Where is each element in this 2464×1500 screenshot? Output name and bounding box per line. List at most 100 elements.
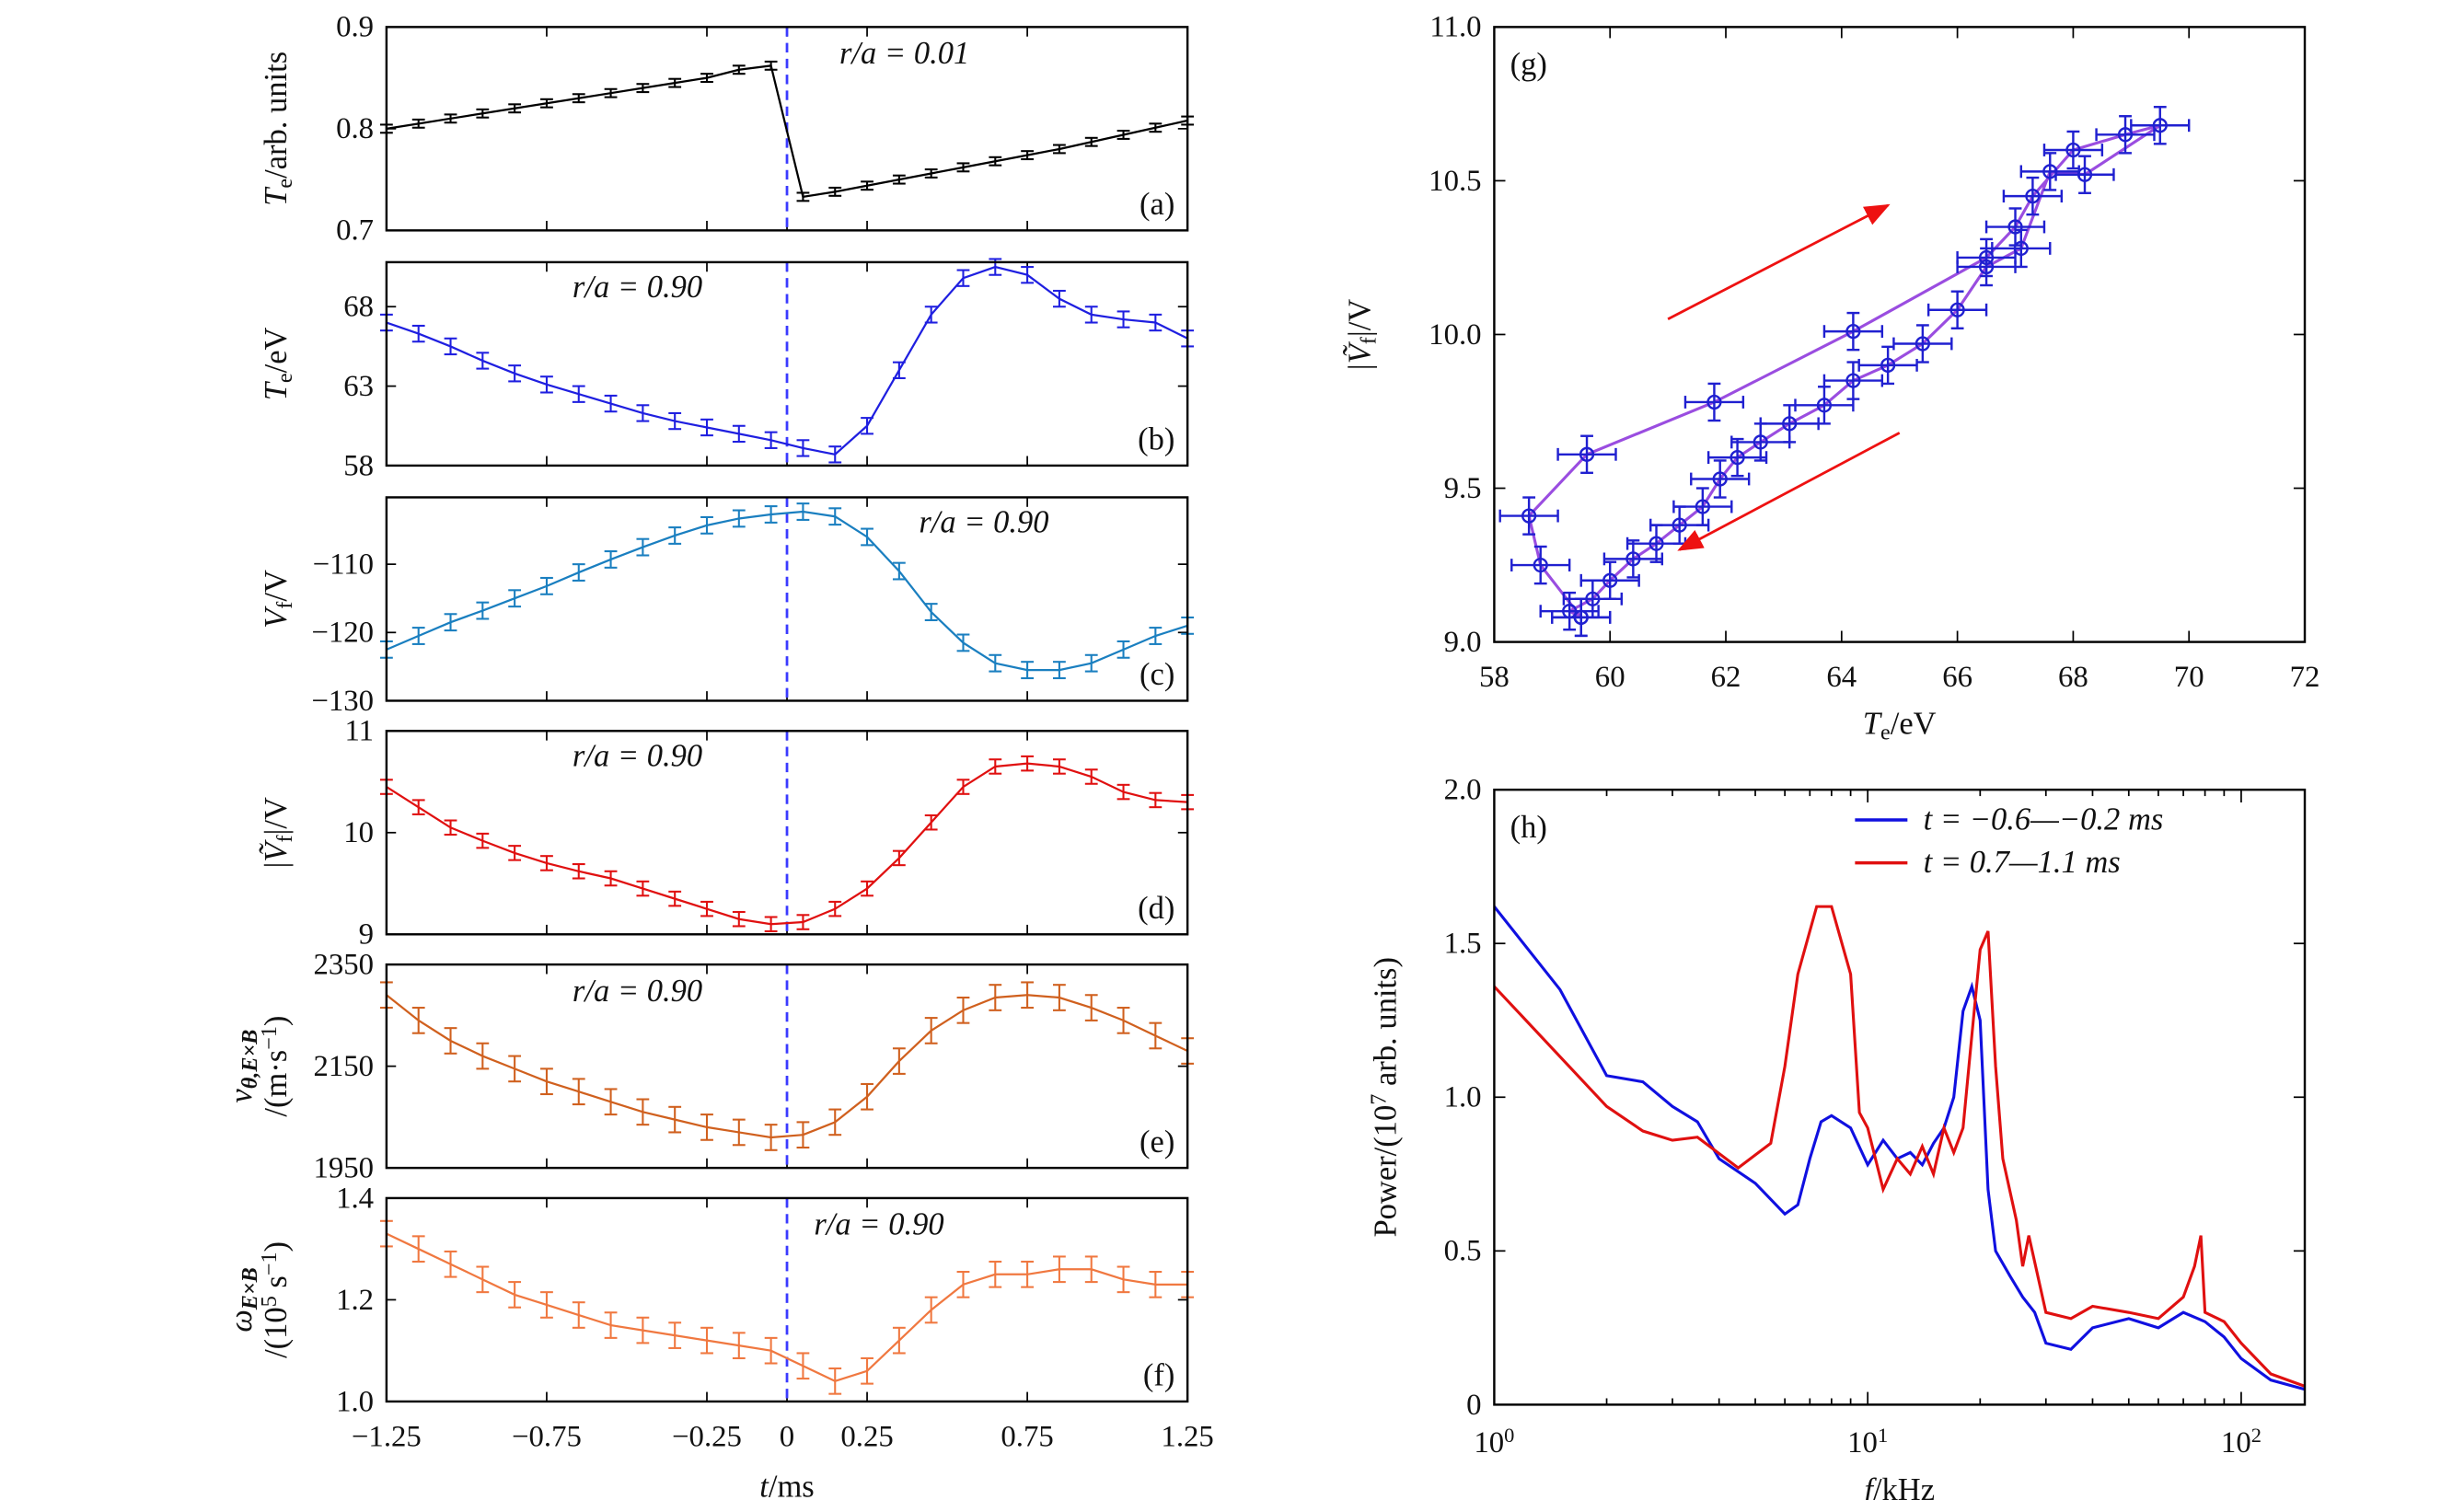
x-tick-label: 101: [1847, 1424, 1888, 1460]
label-part: /ms: [769, 1470, 815, 1500]
spectrum-line-2: [1494, 905, 2306, 1388]
radius-annotation: r/a = 0.90: [573, 738, 702, 773]
label-part: V: [259, 606, 294, 629]
label-part: E×B: [237, 1267, 262, 1310]
y-tick-label: 10.0: [1429, 318, 1481, 352]
panel-label: (b): [1138, 422, 1174, 457]
y-tick-label: 0: [1466, 1389, 1481, 1422]
y-axis-label: |Ṽf|/V: [1343, 299, 1382, 371]
panel-label: (f): [1143, 1358, 1174, 1393]
label-part: |/V: [1343, 299, 1378, 337]
y-tick-label: 9.5: [1444, 472, 1482, 505]
data-point: [2042, 164, 2058, 179]
panel-b: 58 63 68 (b) r/a = 0.90 Te/eV: [259, 258, 1195, 482]
y-tick-label: 1.4: [336, 1182, 374, 1215]
data-point: [2117, 127, 2134, 143]
data-point: [1816, 398, 1833, 413]
data-point: [1915, 336, 1930, 352]
y-tick-label: −120: [311, 617, 374, 650]
label-part: Ṽ: [1343, 340, 1378, 363]
x-tick-label: 68: [2058, 661, 2088, 694]
radius-annotation: r/a = 0.01: [839, 36, 969, 71]
label-part: |: [1343, 363, 1378, 370]
label-part: s: [259, 1275, 294, 1296]
label-part: /(10: [259, 1307, 294, 1358]
data-point: [1625, 551, 1641, 567]
panel-label: (a): [1139, 187, 1174, 222]
y-tick-label: 11.0: [1429, 11, 1481, 44]
label-part: θ,E×B: [237, 1030, 262, 1090]
panel-c: −130 −120 −110 (c) r/a = 0.90 Vf/V: [259, 496, 1195, 718]
y-axis-label: Te/arb. units: [259, 52, 297, 206]
x-axis-label: f/kHz: [1864, 1472, 1935, 1500]
label-part: /V: [259, 570, 294, 602]
y-tick-label: −110: [313, 548, 374, 581]
label-part: /kHz: [1873, 1472, 1935, 1500]
x-tick-label: −0.75: [512, 1420, 582, 1453]
series-line: [386, 510, 1188, 672]
y-axis-label: Power/(107 arb. units): [1367, 957, 1404, 1237]
label-part: f: [1357, 336, 1382, 344]
y-tick-label: 2150: [313, 1050, 374, 1083]
y-tick-label: −130: [311, 685, 374, 718]
series-line: [386, 265, 1188, 456]
data-point: [1695, 499, 1710, 514]
panel-label: (d): [1138, 891, 1174, 926]
data-point: [1706, 394, 1722, 410]
x-tick-label: 100: [1474, 1424, 1514, 1460]
x-tick-label: 72: [2290, 661, 2320, 694]
panel-label: (g): [1510, 47, 1547, 82]
x-tick-label: 0: [780, 1420, 794, 1453]
x-tick-label: 102: [2221, 1424, 2262, 1460]
data-point: [1521, 508, 1537, 524]
panel-label: (h): [1510, 810, 1547, 845]
series-line: [386, 994, 1188, 1139]
data-point: [1712, 471, 1728, 487]
y-tick-label: 0.8: [336, 112, 374, 145]
y-tick-label: 1.0: [336, 1385, 374, 1418]
plot-frame: [385, 1196, 1189, 1403]
y-tick-label: 1.0: [1444, 1081, 1482, 1114]
label-part: /eV: [1891, 707, 1937, 742]
label-part: T: [259, 186, 294, 206]
y-axis-label: Vf/V: [259, 570, 297, 629]
plot-frame: [385, 260, 1189, 467]
plot-frame: [385, 26, 1189, 232]
trajectory-line: [1527, 123, 2161, 619]
label-part: Ṽ: [259, 839, 294, 862]
radius-annotation: r/a = 0.90: [573, 974, 702, 1009]
data-point: [1845, 373, 1861, 388]
series-line: [386, 1232, 1188, 1383]
x-tick-label: 58: [1479, 661, 1510, 694]
plot-frame: [1493, 788, 2307, 1406]
x-tick-label: 1.25: [1161, 1420, 1213, 1453]
y-tick-label: 2.0: [1444, 774, 1482, 807]
label-part: −1: [257, 1026, 282, 1050]
label-part: T: [1863, 707, 1883, 742]
x-tick-label: 62: [1711, 661, 1741, 694]
y-tick-label: 0.7: [336, 214, 374, 248]
y-tick-label: 10: [343, 816, 374, 849]
panel-g: 58 60 62 64 66 68 70 72 9.0 9.5 10.0 10.5 11.0 (g) Te/…: [1343, 11, 2320, 745]
data-point: [2007, 219, 2023, 235]
y-tick-label: 1.2: [336, 1284, 374, 1317]
data-point: [1533, 557, 1548, 573]
x-tick-label: −1.25: [352, 1420, 422, 1453]
label-part: /(m·s: [259, 1050, 294, 1117]
label-part: e: [272, 373, 297, 383]
data-point: [2025, 189, 2041, 204]
label-part: ): [259, 1241, 294, 1252]
data-point: [1978, 259, 1995, 275]
series-line: [386, 762, 1188, 926]
x-tick-label: 64: [1826, 661, 1857, 694]
label-part: e: [272, 179, 297, 189]
y-tick-label: 2350: [313, 948, 374, 981]
x-tick-label: 0.25: [840, 1420, 893, 1453]
legend-entry: t = −0.6—−0.2 ms: [1924, 802, 2164, 837]
data-point: [2013, 240, 2029, 257]
plot-frame: [385, 730, 1189, 936]
label-part: f: [272, 835, 297, 843]
data-point: [2065, 142, 2081, 158]
data-point: [1579, 446, 1595, 462]
